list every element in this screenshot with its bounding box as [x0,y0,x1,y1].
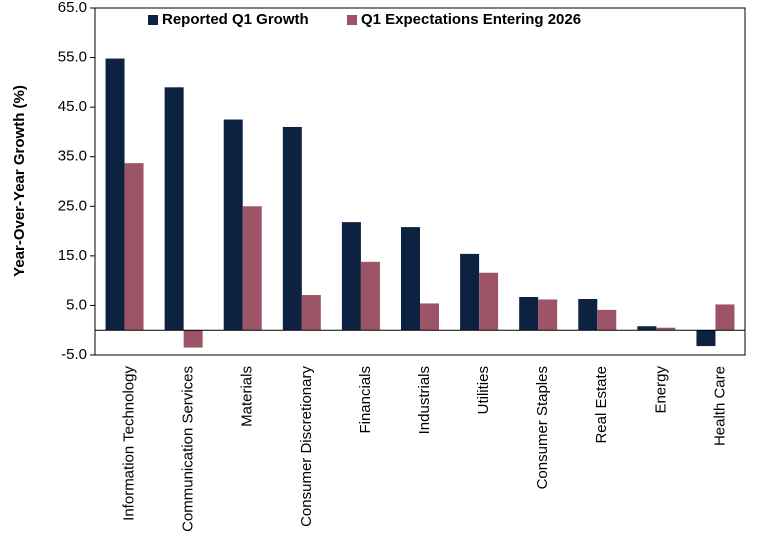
y-tick-label: 65.0 [58,0,87,16]
bar [341,222,361,331]
x-tick-label: Information Technology [121,366,138,521]
legend-swatch [148,15,158,25]
bar [242,206,262,331]
bar [401,227,420,331]
bar [696,330,716,347]
legend-text: Q1 Expectations Entering 2026 [361,11,581,28]
bar [105,58,125,331]
bar [538,299,558,331]
x-tick-label: Materials [239,366,256,427]
x-tick-label: Health Care [711,366,728,446]
bar [715,304,735,331]
bar [301,295,321,331]
y-tick-label: 55.0 [58,49,87,66]
bar [282,126,302,331]
y-axis-label: Year-Over-Year Growth (%) [11,85,28,277]
x-tick-label: Real Estate [593,366,610,444]
x-tick-label: Utilities [475,366,492,414]
x-tick-label: Industrials [416,366,433,434]
bar [519,297,539,331]
bar [578,298,598,331]
y-tick-label: 15.0 [58,247,87,264]
legend-text: Reported Q1 Growth [162,11,309,28]
bar [223,119,243,331]
y-tick-label: 45.0 [58,98,87,115]
bar [124,163,144,331]
bar [183,330,203,348]
bar [597,309,617,331]
x-tick-label: Financials [357,366,374,434]
bar [479,272,499,331]
bar [360,261,380,331]
legend-swatch [347,15,357,25]
bar [637,326,657,331]
x-tick-label: Energy [652,366,669,414]
bar [420,303,439,331]
x-tick-label: Communication Services [180,366,197,532]
y-tick-label: 5.0 [66,296,87,313]
y-tick-label: 35.0 [58,148,87,165]
y-tick-label: 25.0 [58,197,87,214]
x-tick-label: Consumer Discretionary [298,366,315,527]
plot-frame [94,7,746,356]
bar [656,327,676,331]
bar [460,253,480,331]
y-tick-label: -5.0 [61,346,87,363]
bar [164,87,184,331]
x-tick-label: Consumer Staples [534,366,551,489]
